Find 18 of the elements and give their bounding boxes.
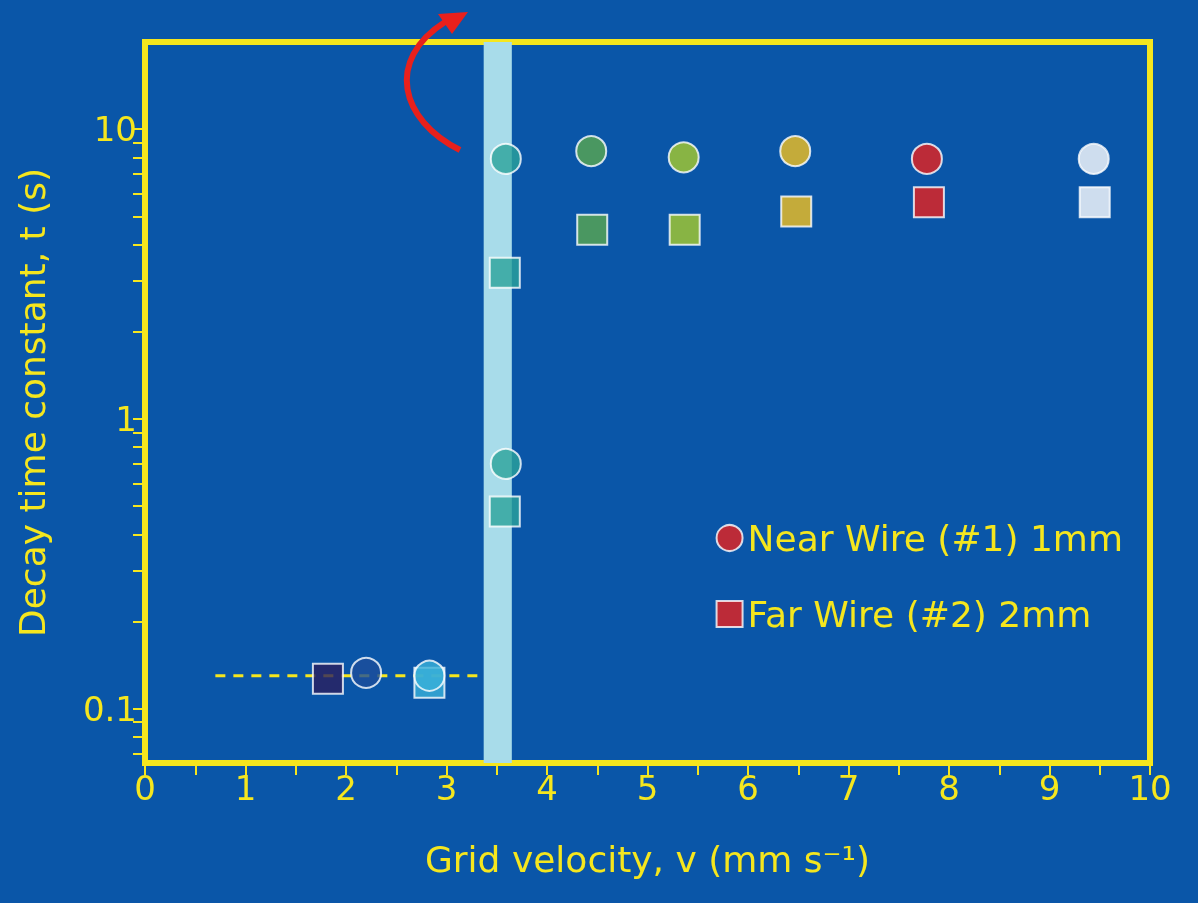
x-axis-title: Grid velocity, v (mm s⁻¹) xyxy=(424,838,871,880)
x-tick-label: 7 xyxy=(837,768,860,808)
y-axis-title: Decay time constant, t (s) xyxy=(11,167,53,638)
y-tick-label: 1 xyxy=(115,399,137,440)
x-tick-label: 8 xyxy=(938,768,960,808)
x-tick-label: 4 xyxy=(536,768,558,808)
x-tick-label: 2 xyxy=(335,768,357,808)
x-tick-label: 9 xyxy=(1038,768,1061,808)
legend-label: Near Wire (#1) 1mm xyxy=(747,517,1123,559)
x-tick-label: 1 xyxy=(234,768,257,808)
x-tick-label: 5 xyxy=(636,768,659,808)
x-tick-label: 3 xyxy=(435,768,458,808)
y-tick-label: 0.1 xyxy=(82,688,137,729)
y-tick-label: 10 xyxy=(93,109,137,150)
x-tick-label: 6 xyxy=(737,768,759,808)
x-tick-label: 10 xyxy=(1128,768,1172,808)
legend-label: Far Wire (#2) 2mm xyxy=(747,593,1092,635)
x-tick-label: 0 xyxy=(134,768,156,808)
